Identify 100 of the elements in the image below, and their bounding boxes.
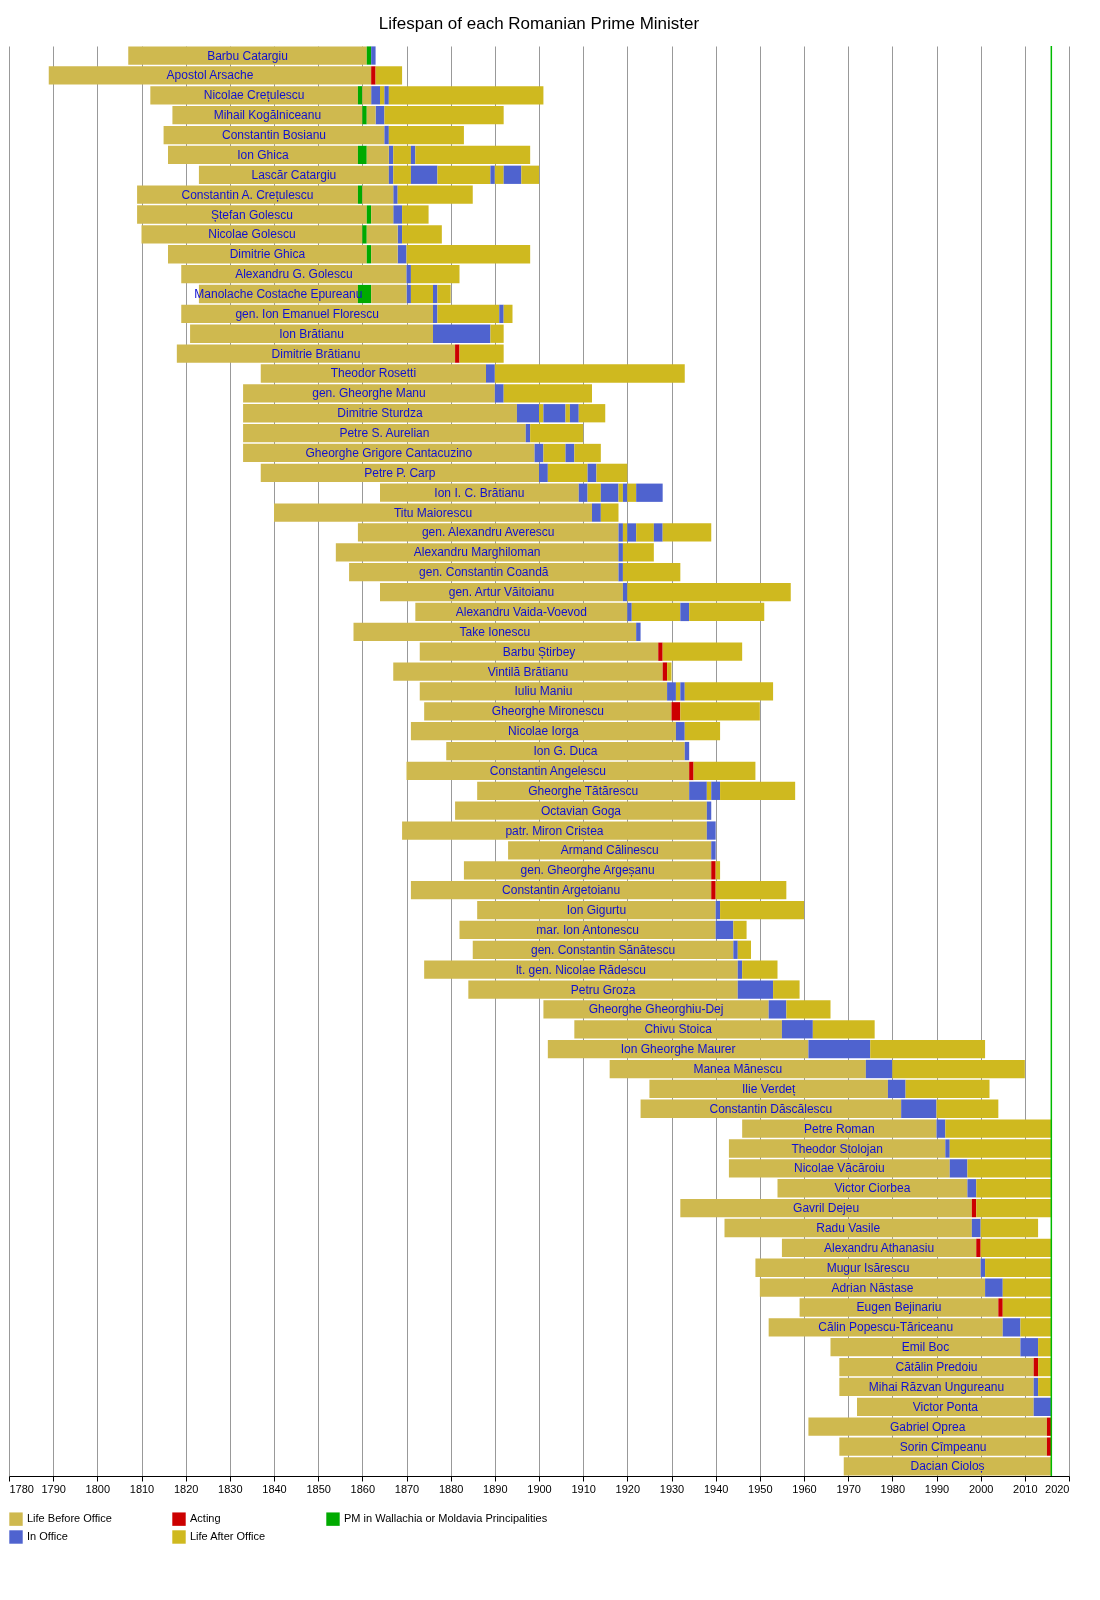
y-tick-label: Sorin Cîmpeanu — [899, 1439, 987, 1454]
bar — [627, 602, 632, 622]
bar — [1038, 1357, 1052, 1377]
x-tick-label: 1930 — [659, 1482, 685, 1495]
bar — [980, 1218, 1039, 1238]
y-tick-label: Ion Gheorghe Maurer — [620, 1042, 736, 1057]
y-tick-label: Octavian Goga — [540, 803, 622, 818]
x-tick-label: 2020 — [1045, 1482, 1070, 1495]
bar — [596, 463, 628, 482]
bar — [410, 165, 438, 184]
x-tick-label: 1920 — [615, 1482, 641, 1495]
bar — [569, 404, 579, 423]
x-tick-label: 1910 — [571, 1482, 596, 1495]
y-tick-label: Radu Vasile — [816, 1221, 881, 1235]
bar — [371, 66, 376, 85]
bar — [415, 145, 531, 165]
bar — [689, 781, 707, 800]
y-tick-label: Mihail Kogălniceanu — [213, 108, 322, 123]
bar — [260, 463, 539, 482]
y-tick-label: Gheorghe Grigore Cantacuzino — [305, 445, 473, 460]
y-tick-label: Dacian Cioloș — [910, 1459, 985, 1474]
y-tick-label: patr. Miron Cristea — [505, 823, 604, 838]
y-tick-label: Emil Boc — [901, 1340, 950, 1355]
bar — [455, 344, 460, 363]
bar — [998, 1298, 1003, 1317]
bar — [521, 165, 539, 184]
x-tick-label: 2010 — [1013, 1482, 1038, 1495]
y-tick-label: Constantin Angelescu — [489, 763, 606, 778]
x-tick-label: 1990 — [924, 1482, 950, 1495]
y-tick-label: lt. gen. Nicolae Rădescu — [515, 962, 646, 977]
bar — [600, 503, 619, 522]
bar — [410, 284, 433, 304]
bar — [371, 284, 407, 304]
bar — [547, 463, 588, 482]
y-tick-label: Petre P. Carp — [364, 465, 436, 480]
bar — [587, 483, 601, 502]
bar — [720, 900, 804, 920]
bar — [971, 1218, 981, 1238]
bar — [574, 443, 601, 463]
y-tick-label: Gavril Dejeu — [793, 1201, 860, 1216]
x-tick-label: 1970 — [836, 1482, 861, 1495]
y-tick-label: Gheorghe Gheorghiu-Dej — [588, 1002, 724, 1017]
y-tick-label: gen. Ion Emanuel Florescu — [235, 306, 379, 321]
bar — [578, 483, 588, 502]
x-tick-label: 1950 — [748, 1482, 773, 1495]
bar — [1038, 1338, 1052, 1357]
x-tick-label: 1790 — [41, 1482, 66, 1495]
bar — [362, 225, 367, 244]
bar — [680, 1198, 972, 1218]
bar — [892, 1059, 1025, 1079]
bar — [627, 483, 637, 502]
x-tick-label: 1830 — [218, 1482, 243, 1495]
y-tick-label: Victor Ciorbea — [834, 1181, 911, 1196]
bar — [808, 1040, 871, 1059]
bar — [715, 920, 734, 940]
bar — [384, 106, 504, 125]
y-tick-label: Eugen Bejinariu — [856, 1300, 942, 1315]
bar — [1038, 1377, 1052, 1397]
y-tick-label: Călin Popescu-Tăriceanu — [818, 1320, 954, 1335]
bar — [446, 741, 685, 761]
legend-label: Life Before Office — [27, 1512, 112, 1525]
bar — [870, 1040, 986, 1059]
bar — [689, 602, 765, 622]
bar — [658, 642, 663, 661]
bar — [1033, 1397, 1052, 1416]
bar — [675, 682, 681, 701]
bar — [543, 404, 566, 423]
x-tick-label: 1800 — [85, 1482, 111, 1495]
bar — [366, 145, 389, 165]
y-tick-label: Victor Ponta — [912, 1399, 979, 1414]
legend-label: Acting — [190, 1512, 221, 1525]
y-tick-label: Nicolae Crețulescu — [203, 88, 305, 103]
bar — [393, 145, 411, 165]
bar — [622, 563, 681, 582]
x-tick-label: 1880 — [438, 1482, 464, 1495]
y-tick-label: gen. Gheorghe Argeșanu — [520, 863, 655, 878]
y-tick-label: Ștefan Golescu — [210, 207, 293, 222]
bar — [737, 940, 751, 959]
bar — [675, 722, 685, 741]
bar — [499, 304, 504, 324]
bar — [592, 503, 601, 522]
bar — [865, 1059, 893, 1079]
bar — [631, 602, 681, 622]
bar — [733, 940, 738, 959]
x-tick-label: 1810 — [129, 1482, 155, 1495]
bar — [636, 622, 641, 641]
x-tick-label: 1860 — [350, 1482, 376, 1495]
y-tick-label: Ion Ghica — [237, 147, 289, 162]
x-tick-label: 1900 — [527, 1482, 552, 1495]
bar — [600, 483, 619, 502]
bar — [724, 1218, 972, 1238]
x-tick-label: 1820 — [173, 1482, 199, 1495]
bar — [720, 781, 796, 800]
y-tick-label: Alexandru Marghiloman — [413, 545, 541, 560]
bar — [662, 523, 712, 542]
y-tick-label: Alexandru G. Golescu — [235, 267, 353, 282]
y-tick-label: Ion I. C. Brătianu — [434, 485, 525, 500]
bar — [653, 523, 663, 542]
bar — [477, 900, 716, 920]
bar — [503, 165, 522, 184]
